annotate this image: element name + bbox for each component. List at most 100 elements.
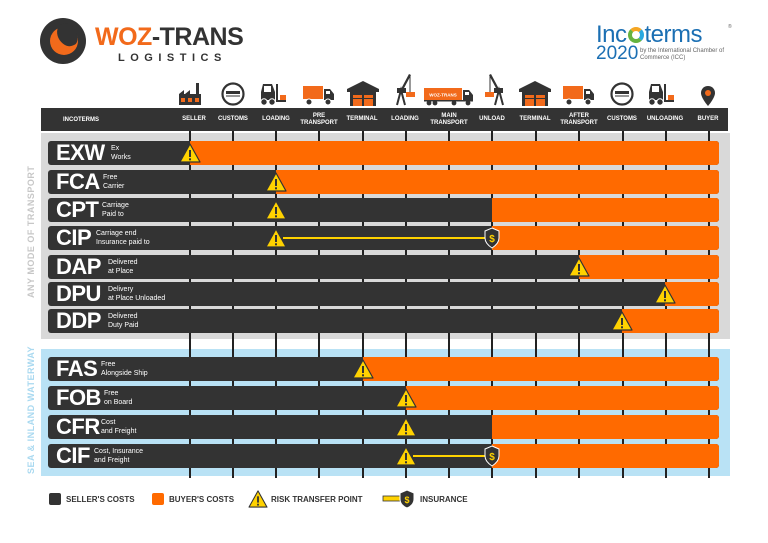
incoterm-row-cip: CIP Carriage end Insurance paid to $ — [48, 225, 719, 250]
incoterm-description: Ex Works — [111, 145, 131, 161]
buyer-costs-segment — [622, 309, 719, 333]
delivery-truck-icon — [562, 70, 596, 106]
incoterm-code: DDP — [56, 308, 101, 333]
svg-text:$: $ — [489, 452, 495, 463]
warehouse-icon — [518, 70, 552, 106]
buyer-costs-segment — [492, 198, 719, 222]
incoterm-code: FAS — [56, 356, 98, 381]
customs-stamp-icon — [608, 70, 636, 106]
warehouse-icon — [346, 70, 380, 106]
incoterm-description: Cost and Freight — [101, 419, 137, 435]
incoterms-ring-icon — [627, 27, 644, 43]
registered-mark: ® — [728, 24, 732, 30]
incoterm-code: CFR — [56, 414, 100, 439]
location-pin-icon — [700, 70, 716, 106]
incoterms-year: 2020 — [596, 43, 639, 64]
insurance-coverage-bar — [412, 454, 486, 458]
incoterm-row-exw: EXW Ex Works — [48, 140, 719, 165]
buyer-costs-swatch — [152, 493, 164, 505]
incoterm-row-ddp: DDP Delivered Duty Paid — [48, 308, 719, 333]
legend-buyer-costs-label: BUYER'S COSTS — [169, 494, 235, 504]
insurance-shield-icon: $ — [382, 489, 415, 509]
incoterm-code: CPT — [56, 197, 99, 222]
risk-transfer-icon — [395, 446, 417, 466]
header-unload: UNLOAD — [479, 116, 505, 123]
header-terminal-origin: TERMINAL — [346, 116, 378, 123]
header-buyer: BUYER — [697, 116, 719, 123]
port-crane-icon — [389, 70, 423, 106]
header-loading-port: LOADING — [391, 116, 419, 123]
incoterm-description: Carriage end Insurance paid to — [96, 230, 150, 246]
insurance-shield-icon: $ — [484, 227, 500, 249]
customs-stamp-icon — [219, 70, 247, 106]
woz-trans-logo: WOZ-TRANS LOGISTICS — [38, 16, 244, 68]
header-main-transport: MAIN TRANSPORT — [430, 113, 468, 126]
incoterm-row-cpt: CPT Carriage Paid to — [48, 197, 719, 222]
legend-seller-costs-label: SELLER'S COSTS — [66, 494, 135, 504]
legend-seller-costs: SELLER'S COSTS — [49, 490, 135, 508]
incoterms-wordmark: Inc terms — [596, 21, 703, 48]
legend-insurance: $ INSURANCE — [382, 489, 468, 509]
header-seller: SELLER — [182, 116, 206, 123]
risk-transfer-icon — [568, 257, 590, 277]
insurance-coverage-bar — [282, 236, 486, 240]
incoterms-word-part2: terms — [644, 21, 703, 48]
legend-buyer-costs: BUYER'S COSTS — [152, 490, 234, 508]
incoterm-row-fca: FCA Free Carrier — [48, 169, 719, 194]
incoterm-description: Carriage Paid to — [102, 202, 129, 218]
header-pre-transport: PRE TRANSPORT — [300, 113, 338, 126]
incoterm-code: CIP — [56, 225, 92, 250]
incoterm-row-cif: CIF Cost, Insurance and Freight $ — [48, 443, 719, 468]
incoterm-code: FCA — [56, 169, 100, 194]
risk-transfer-icon — [352, 359, 374, 379]
risk-transfer-icon — [654, 284, 676, 304]
risk-transfer-icon — [179, 143, 201, 163]
incoterm-code: DPU — [56, 281, 101, 306]
svg-text:$: $ — [404, 495, 409, 505]
legend-risk-transfer: RISK TRANSFER POINT — [248, 490, 363, 508]
any-mode-label: ANY MODE OF TRANSPORT — [26, 165, 36, 298]
header-after-transport: AFTER TRANSPORT — [560, 113, 598, 126]
incoterm-row-cfr: CFR Cost and Freight — [48, 414, 719, 439]
header-unloading: UNLOADING — [646, 116, 684, 123]
header-incoterms: INCOTERMS — [63, 116, 99, 123]
seller-costs-swatch — [49, 493, 61, 505]
svg-text:$: $ — [489, 234, 495, 245]
header-customs-destination: CUSTOMS — [607, 116, 637, 123]
header-loading-origin: LOADING — [262, 116, 290, 123]
incoterm-description: Cost, Insurance and Freight — [94, 448, 144, 464]
incoterms-2020-logo: Inc terms ® 2020 by the International Cha… — [596, 22, 736, 66]
legend-risk-transfer-label: RISK TRANSFER POINT — [271, 494, 363, 504]
buyer-costs-segment — [190, 141, 719, 165]
risk-transfer-icon — [611, 311, 633, 331]
port-crane-icon — [477, 70, 511, 106]
forklift-icon — [259, 70, 293, 106]
incoterm-code: CIF — [56, 443, 90, 468]
brand-name-trans: -TRANS — [151, 23, 244, 51]
risk-transfer-icon — [265, 200, 287, 220]
incoterm-code: FOB — [56, 385, 101, 410]
incoterm-row-dap: DAP Delivered at Place — [48, 254, 719, 279]
header-terminal-destination: TERMINAL — [519, 116, 551, 123]
risk-transfer-icon — [265, 228, 287, 248]
buyer-costs-segment — [492, 415, 719, 439]
brand-name-woz: WOZ — [95, 23, 152, 51]
buyer-costs-segment — [276, 170, 719, 194]
risk-transfer-icon — [265, 172, 287, 192]
risk-transfer-icon — [248, 490, 268, 508]
header-customs-origin: CUSTOMS — [218, 116, 248, 123]
incoterm-description: Delivered Duty Paid — [108, 313, 139, 329]
delivery-truck-icon — [302, 70, 336, 106]
incoterm-description: Free Alongside Ship — [101, 361, 148, 377]
buyer-costs-segment — [363, 357, 719, 381]
truck-brand-text: WOZ-TRANS — [429, 93, 457, 98]
insurance-shield-icon: $ — [484, 445, 500, 467]
risk-transfer-icon — [395, 388, 417, 408]
incoterm-description: Free on Board — [104, 390, 133, 406]
legend-insurance-label: INSURANCE — [420, 494, 468, 504]
incoterm-row-dpu: DPU Delivery at Place Unloaded — [48, 281, 719, 306]
incoterm-row-fob: FOB Free on Board — [48, 385, 719, 410]
sea-waterway-label: SEA & INLAND WATERWAY — [26, 345, 36, 474]
brand-subtitle: LOGISTICS — [118, 52, 227, 64]
stage-header-bar: INCOTERMS SELLER CUSTOMS LOADING PRE TRA… — [41, 108, 728, 131]
